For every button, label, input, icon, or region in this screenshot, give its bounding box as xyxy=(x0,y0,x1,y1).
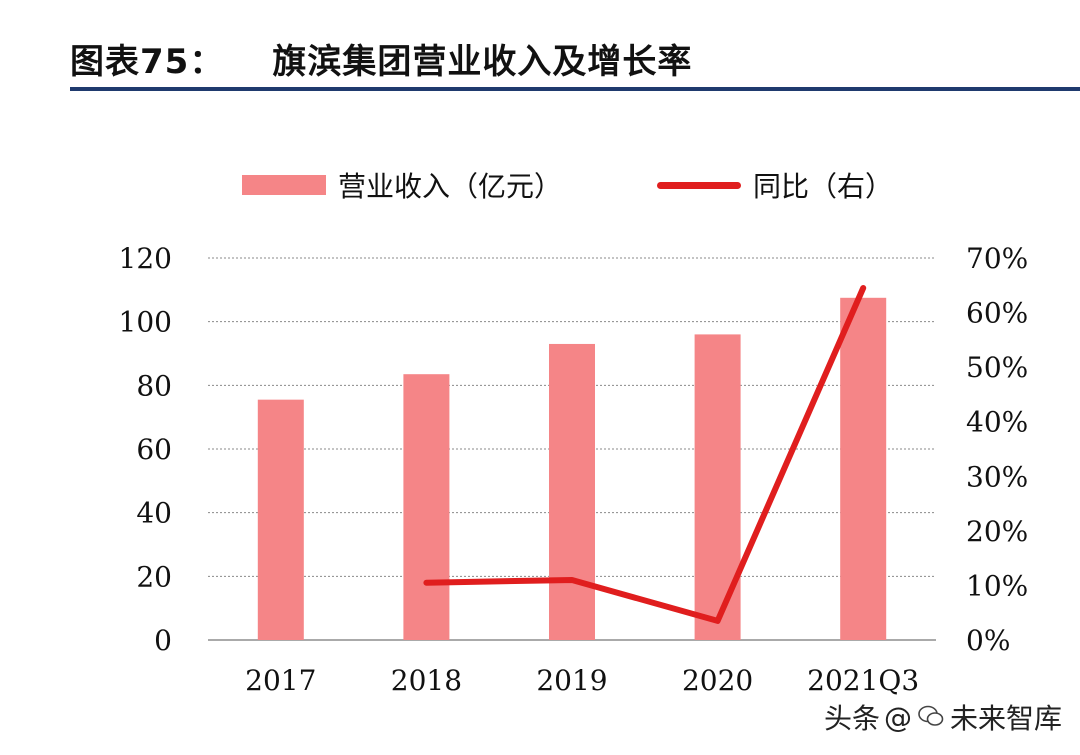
yoy-line xyxy=(423,285,867,624)
line-series xyxy=(423,285,867,624)
figure-title-text: 旗滨集团营业收入及增长率 xyxy=(272,42,693,82)
right-axis-tick-label: 20% xyxy=(966,515,1028,548)
left-axis-tick-label: 20 xyxy=(136,560,172,593)
bar xyxy=(549,343,595,640)
bar xyxy=(403,374,450,640)
legend-swatch-line xyxy=(657,181,741,189)
legend-label-revenue: 营业收入（亿元） xyxy=(338,170,563,203)
legend-swatch-bar xyxy=(242,175,326,195)
legend-item-yoy: 同比（右） xyxy=(657,165,893,205)
x-axis-tick-label: 2019 xyxy=(536,664,607,697)
watermark-prefix: 头条 xyxy=(823,702,880,735)
left-axis-tick-label: 120 xyxy=(119,242,172,275)
x-axis-tick-label: 2018 xyxy=(391,664,462,697)
legend-item-revenue: 营业收入（亿元） xyxy=(242,165,562,205)
bar-series xyxy=(257,297,887,640)
left-axis-tick-label: 40 xyxy=(136,497,172,530)
right-axis-tick-label: 50% xyxy=(966,351,1028,384)
x-axis-tick-label: 2021Q3 xyxy=(807,664,919,697)
right-axis-tick-label: 0% xyxy=(966,624,1010,657)
watermark-name: 未来智库 xyxy=(949,702,1062,735)
x-axis-tick-label: 2017 xyxy=(245,664,316,697)
figure-title: 图表75： 旗滨集团营业收入及增长率 xyxy=(70,34,692,83)
right-axis-tick-label: 40% xyxy=(966,406,1028,439)
right-axis-tick-label: 60% xyxy=(966,297,1028,330)
left-axis-tick-label: 100 xyxy=(119,306,172,339)
bar xyxy=(840,297,887,640)
right-axis-tick-label: 30% xyxy=(966,460,1028,493)
axes: 0 20 40 60 80 100 120 0% 10% 20% 30% 40% 50% 60% 70% 20… xyxy=(119,242,1029,697)
wechat-icon xyxy=(918,701,944,734)
left-axis-tick-label: 0 xyxy=(154,624,172,657)
watermark-at: @ xyxy=(883,700,912,734)
left-axis-tick-label: 80 xyxy=(136,369,172,402)
watermark: 头条 @ 未来智库 xyxy=(824,697,1062,737)
right-axis-tick-label: 70% xyxy=(966,242,1028,275)
title-underline xyxy=(70,87,1080,91)
right-axis-tick-label: 10% xyxy=(966,569,1028,602)
left-axis-tick-label: 60 xyxy=(136,433,172,466)
bar xyxy=(694,334,741,640)
x-axis-tick-label: 2020 xyxy=(682,664,753,697)
figure-number: 图表75： xyxy=(70,42,225,82)
legend-label-yoy: 同比（右） xyxy=(753,170,894,203)
bar xyxy=(257,399,304,640)
